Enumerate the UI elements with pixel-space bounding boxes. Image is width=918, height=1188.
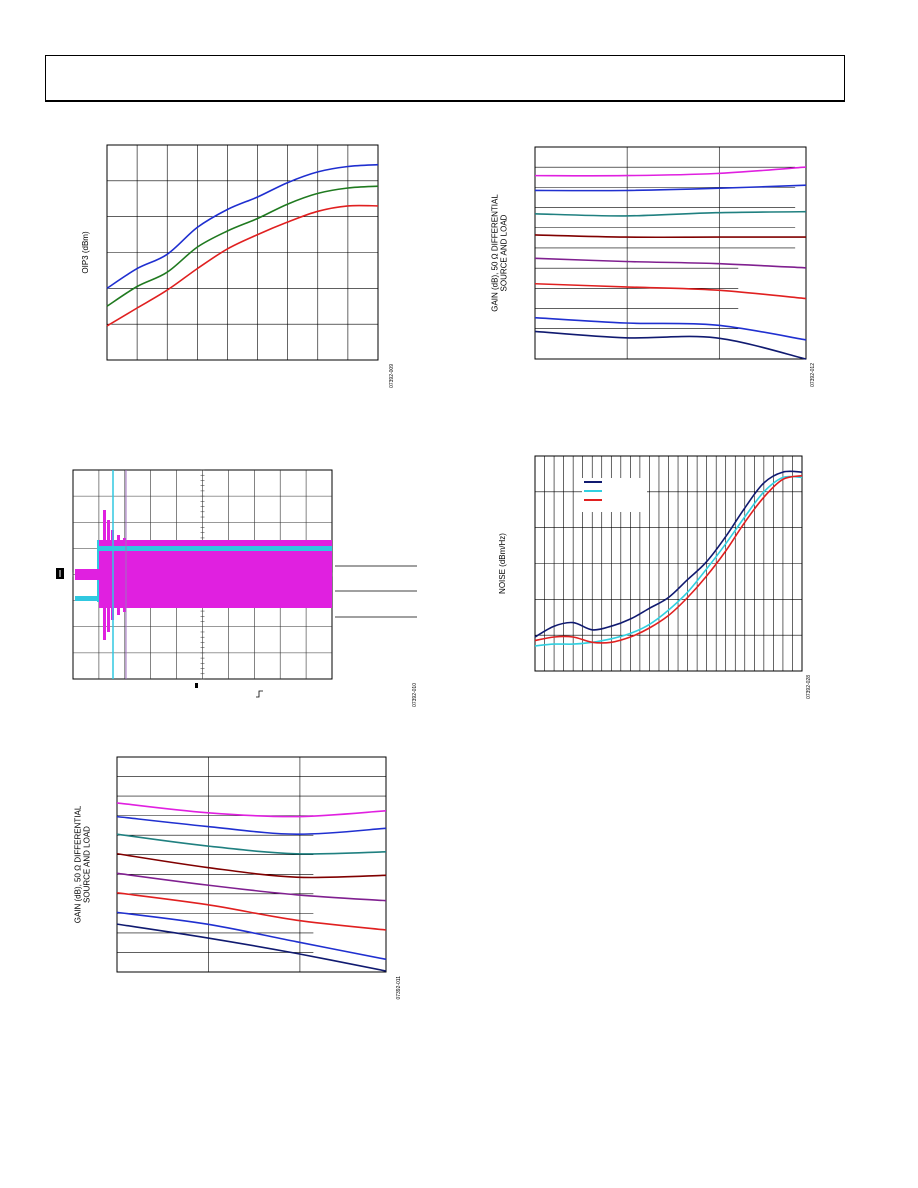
gain-upper-series-line-0 [534,166,807,177]
oip3-series-line-0 [106,163,379,289]
transient-magenta-ring-3 [117,535,120,615]
gain-lower-y-axis-label-line: SOURCE AND LOAD [83,826,92,903]
gain-upper-series-line-1 [534,184,807,192]
oip3-y-axis-label: OIP3 (dBm) [81,231,90,274]
gain-upper-series-line-3 [534,234,806,239]
transient-figure-id: 07392-010 [412,683,418,707]
gain-upper-y-axis-label-line: SOURCE AND LOAD [500,214,509,291]
noise-y-axis-label-line: NOISE (dBm/Hz) [498,533,507,594]
transient-magenta-ring-4 [123,538,126,612]
transient-magenta-ring-0 [103,510,106,640]
gain-lower-series-line-0 [116,802,387,818]
transient-cyan-trace-high [99,546,332,551]
page-header-box [45,55,845,102]
oip3-series-line-1 [106,185,379,307]
gain-lower-figure-id: 07392-011 [396,976,402,1000]
gain-lower-series-line-1 [116,815,387,836]
gain-lower-series-line-6 [116,911,387,961]
gain-lower-y-axis-label: GAIN (dB), 50 Ω DIFFERENTIALSOURCE AND L… [74,805,92,923]
oip3-y-axis-label-line: OIP3 (dBm) [81,231,90,274]
noise-figure-id: 07392-028 [806,675,812,699]
transient-magenta-ring-1 [107,520,110,632]
noise-y-axis-label: NOISE (dBm/Hz) [498,533,507,594]
gain-lower-series-line-7 [116,923,387,972]
transient-magenta-trace-pre [75,569,99,580]
gain-upper-series-line-2 [534,210,807,217]
gain-upper-y-axis-label-line: GAIN (dB), 50 Ω DIFFERENTIAL [491,194,500,312]
gain-lower-plot-frame [116,756,387,973]
gain-upper-figure-id: 07392-012 [810,363,816,387]
gain-upper-y-axis-label: GAIN (dB), 50 Ω DIFFERENTIALSOURCE AND L… [491,194,509,312]
gain-lower-series-line-5 [116,892,387,931]
oip3-series-line-2 [106,204,379,327]
gain-upper-series-line-7 [534,330,807,360]
transient-trigger-marker [195,683,198,688]
gain-lower-series-line-4 [116,872,387,902]
noise-legend-box [582,478,647,512]
gain-upper-series-line-4 [534,257,807,269]
transient-magenta-envelope [99,540,332,608]
noise-series-line-1 [534,475,803,647]
oip3-figure-id: 07392-009 [389,364,395,388]
noise-series-line-0 [534,470,803,638]
gain-lower-y-axis-label-line: GAIN (dB), 50 Ω DIFFERENTIAL [74,805,83,923]
gain-lower-series-line-2 [116,833,387,855]
transient-trigger-edge-icon [256,690,263,698]
gain-upper-series-line-6 [534,316,807,341]
transient-cyan-trace-low [75,596,99,601]
noise-series-line-2 [534,474,803,644]
gain-upper-plot-frame [534,146,807,360]
gain-upper-series-line-5 [534,282,807,300]
gain-lower-series-line-3 [116,852,387,879]
